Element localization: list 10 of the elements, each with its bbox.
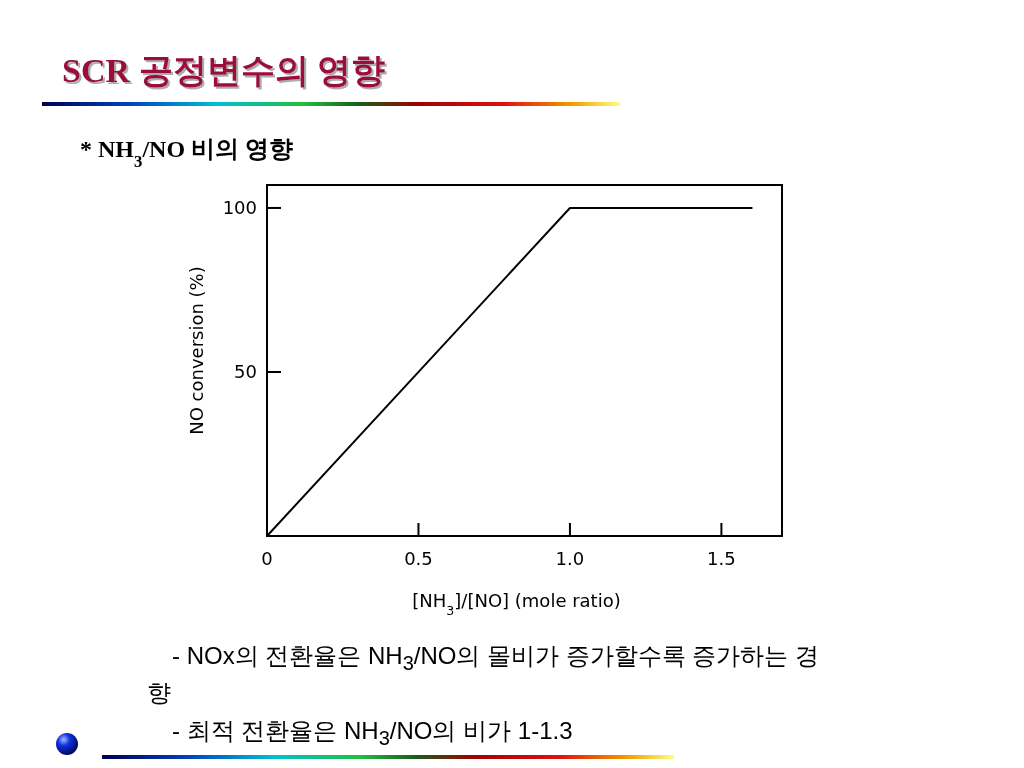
title: SCR 공정변수의 영향 — [62, 52, 386, 89]
x-axis-title: [NH$_{3}$]/[NO] (mole ratio) — [412, 590, 621, 618]
y-axis-title: NO conversion (%) — [186, 266, 207, 435]
y-tick-label: 50 — [234, 360, 257, 382]
x-tick-label: 0.5 — [404, 548, 433, 569]
x-tick-label: 1.0 — [555, 548, 585, 569]
x-tick-label: 0 — [261, 548, 273, 569]
y-tick-label: 100 — [222, 196, 257, 218]
x-tick-label: 1.5 — [707, 548, 736, 569]
subtitle: * NH$_{3}$/NO 비의 영향 — [80, 136, 294, 171]
